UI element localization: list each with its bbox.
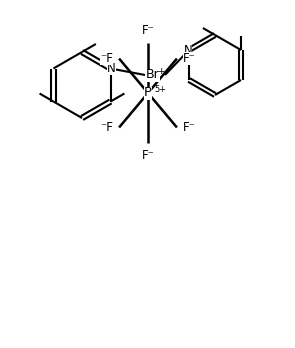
Text: +: +: [157, 66, 165, 76]
Text: F⁻: F⁻: [142, 24, 155, 37]
Text: ⁻F: ⁻F: [100, 52, 113, 65]
Text: N: N: [184, 44, 192, 56]
Text: F⁻: F⁻: [183, 52, 196, 65]
Text: ⁻F: ⁻F: [100, 121, 113, 134]
Text: N: N: [107, 62, 116, 75]
Text: F⁻: F⁻: [183, 121, 196, 134]
Text: 5+: 5+: [154, 85, 166, 94]
Text: Br: Br: [146, 69, 160, 81]
Text: F⁻: F⁻: [142, 149, 155, 162]
Text: P: P: [144, 87, 152, 100]
